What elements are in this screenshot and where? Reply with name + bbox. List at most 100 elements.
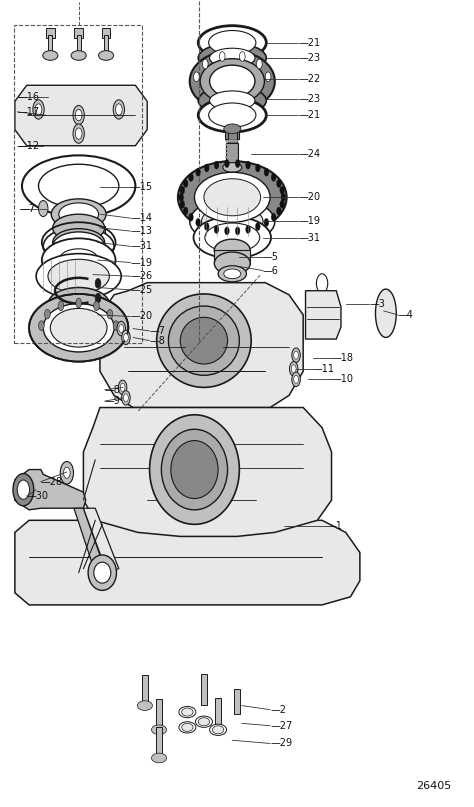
Circle shape <box>75 110 82 121</box>
Ellipse shape <box>210 48 255 68</box>
Text: —8: —8 <box>150 336 165 345</box>
Text: —10: —10 <box>331 374 354 384</box>
Text: —25: —25 <box>131 285 153 295</box>
Text: —9: —9 <box>105 396 120 406</box>
Circle shape <box>45 309 50 319</box>
Text: —22: —22 <box>299 73 321 84</box>
Ellipse shape <box>59 249 99 271</box>
Text: —21: —21 <box>299 39 320 48</box>
Ellipse shape <box>182 708 193 716</box>
Bar <box>201 674 207 705</box>
Ellipse shape <box>194 172 270 222</box>
Circle shape <box>179 193 183 201</box>
Bar <box>235 688 239 714</box>
Circle shape <box>124 394 128 402</box>
Circle shape <box>294 375 299 383</box>
Circle shape <box>35 104 42 115</box>
Circle shape <box>219 52 225 61</box>
Circle shape <box>292 365 296 373</box>
Bar <box>14 25 143 343</box>
Circle shape <box>113 100 125 119</box>
Ellipse shape <box>200 59 264 104</box>
Ellipse shape <box>62 233 95 251</box>
Text: —21: —21 <box>299 110 320 120</box>
Ellipse shape <box>210 65 255 98</box>
Bar <box>226 152 238 154</box>
Circle shape <box>290 362 298 376</box>
Circle shape <box>64 467 70 479</box>
Ellipse shape <box>43 227 114 266</box>
Ellipse shape <box>152 753 166 763</box>
Bar <box>102 28 110 38</box>
Bar <box>228 131 237 161</box>
Text: —14: —14 <box>131 213 153 224</box>
Circle shape <box>214 161 219 169</box>
Bar <box>156 699 162 728</box>
Bar <box>226 156 238 158</box>
Circle shape <box>281 193 286 201</box>
Ellipse shape <box>195 716 212 727</box>
Text: —31: —31 <box>299 232 320 243</box>
Circle shape <box>255 223 260 231</box>
Circle shape <box>214 225 219 233</box>
Text: 26405: 26405 <box>417 781 452 791</box>
Text: —20: —20 <box>299 192 320 203</box>
Circle shape <box>276 179 281 187</box>
Ellipse shape <box>150 415 239 525</box>
Ellipse shape <box>51 199 106 229</box>
Circle shape <box>116 104 122 115</box>
Bar <box>74 28 83 38</box>
Text: —7: —7 <box>19 203 36 214</box>
Polygon shape <box>83 508 119 573</box>
Text: —23: —23 <box>299 94 320 104</box>
Ellipse shape <box>43 303 114 352</box>
Ellipse shape <box>179 721 196 733</box>
Circle shape <box>280 186 284 194</box>
Circle shape <box>235 160 240 168</box>
Text: —1: —1 <box>327 521 343 531</box>
Circle shape <box>246 225 250 233</box>
Circle shape <box>271 213 276 221</box>
Text: —23: —23 <box>299 53 320 63</box>
Circle shape <box>204 164 209 172</box>
Ellipse shape <box>205 223 260 252</box>
Circle shape <box>117 321 126 336</box>
Circle shape <box>225 227 229 235</box>
Text: —5: —5 <box>263 252 279 262</box>
Text: —15: —15 <box>131 182 153 192</box>
Text: —2: —2 <box>270 705 286 715</box>
Ellipse shape <box>17 480 29 500</box>
Circle shape <box>292 372 301 387</box>
Ellipse shape <box>190 51 275 112</box>
Ellipse shape <box>48 287 109 321</box>
Circle shape <box>76 298 82 307</box>
Text: —12: —12 <box>17 140 39 151</box>
Circle shape <box>58 301 64 311</box>
Circle shape <box>189 174 193 182</box>
Circle shape <box>276 207 281 215</box>
Circle shape <box>95 278 101 288</box>
Ellipse shape <box>61 295 97 314</box>
Text: —8: —8 <box>105 385 120 395</box>
Circle shape <box>294 351 299 359</box>
Text: —28: —28 <box>41 477 63 487</box>
Bar <box>46 28 55 38</box>
Bar <box>214 249 250 264</box>
Circle shape <box>180 200 185 208</box>
Circle shape <box>38 320 44 330</box>
Ellipse shape <box>224 124 241 134</box>
Bar <box>226 140 238 142</box>
Ellipse shape <box>214 239 250 261</box>
Circle shape <box>189 213 193 221</box>
Ellipse shape <box>36 253 121 299</box>
Circle shape <box>33 100 44 119</box>
Ellipse shape <box>210 724 227 735</box>
Circle shape <box>265 72 271 82</box>
Circle shape <box>93 301 99 311</box>
Circle shape <box>256 59 262 69</box>
Polygon shape <box>83 408 331 537</box>
Text: —4: —4 <box>398 310 413 320</box>
Bar <box>142 675 148 704</box>
Circle shape <box>255 164 260 172</box>
Ellipse shape <box>375 289 396 337</box>
